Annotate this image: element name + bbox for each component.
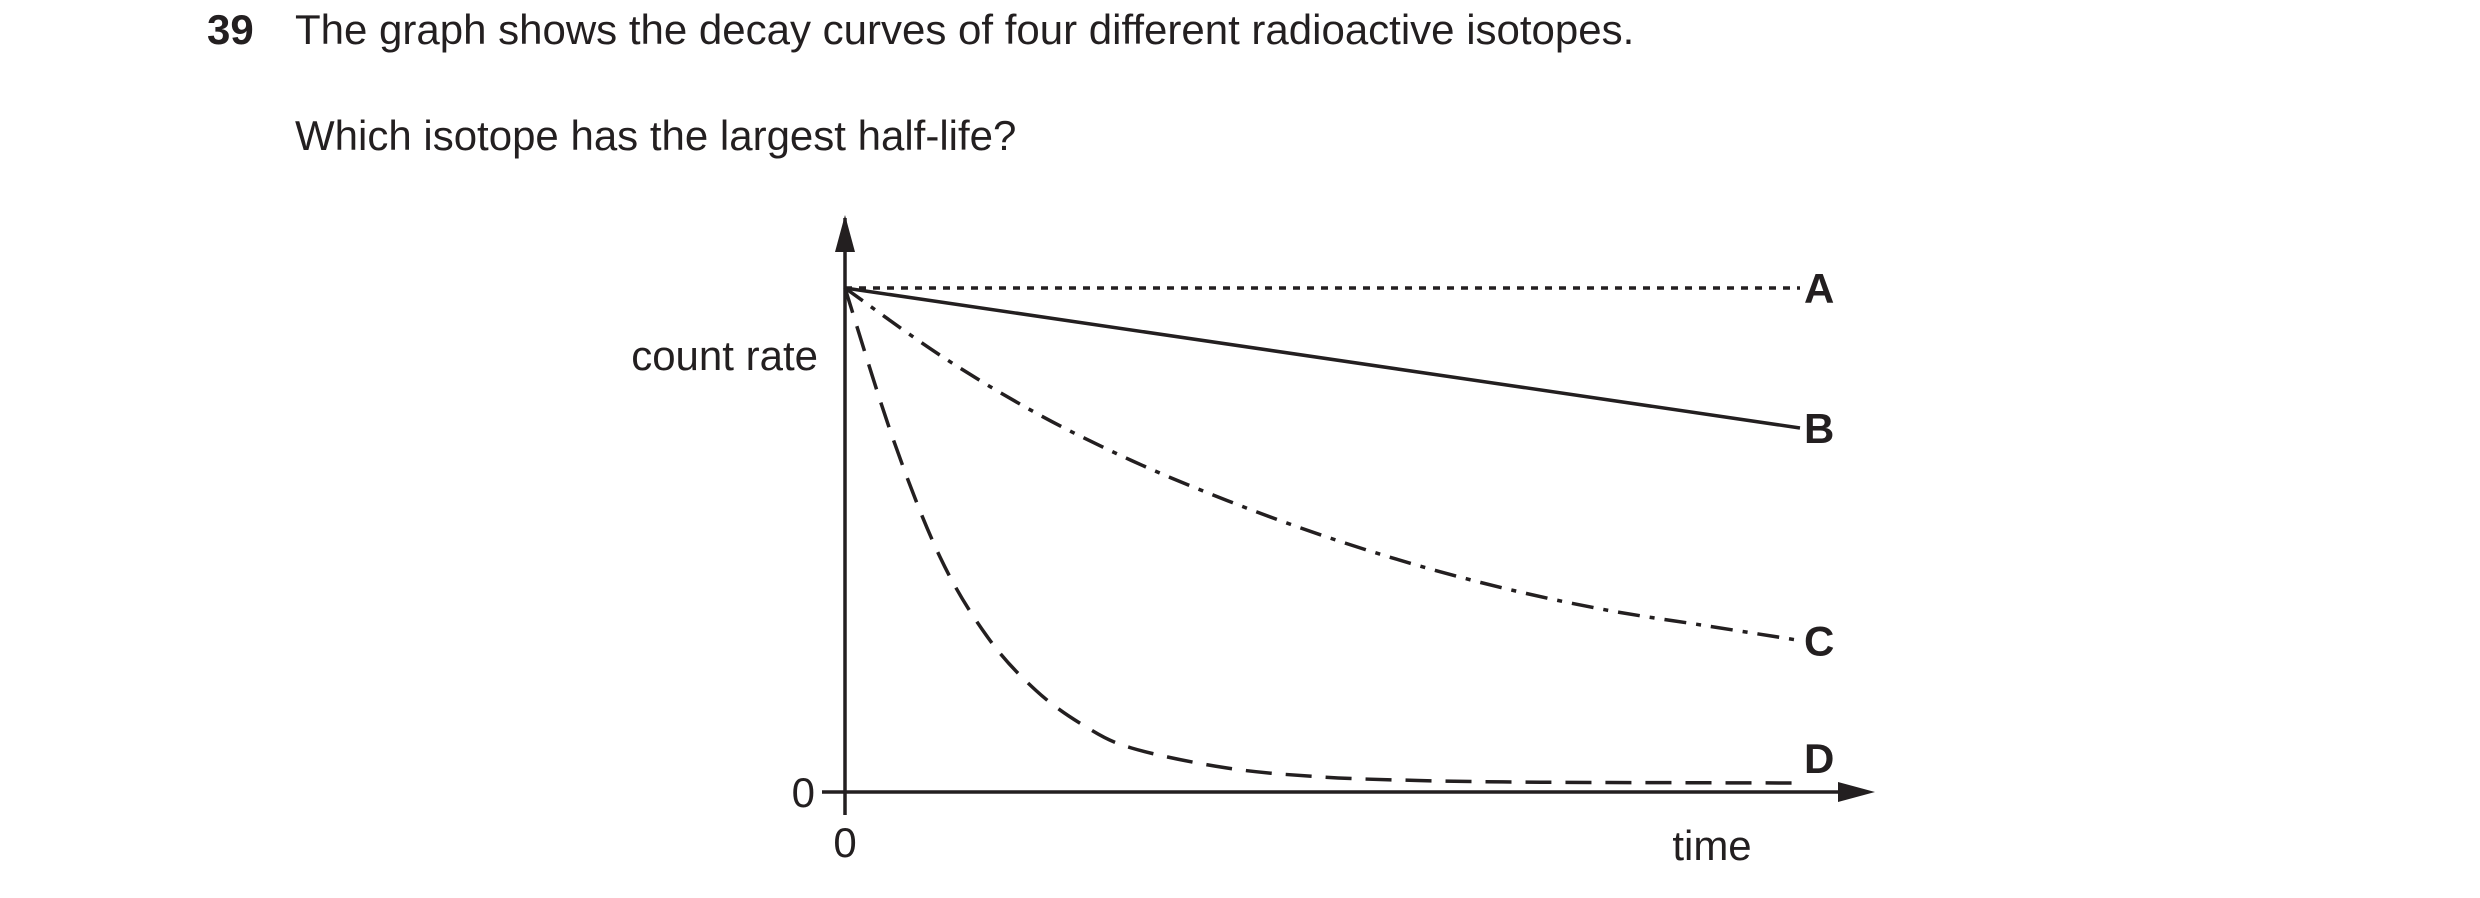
x-axis-label: time — [1672, 822, 1751, 869]
series-layer: A B C D — [843, 265, 1834, 785]
series-d-line — [843, 287, 1801, 785]
series-a-label: A — [1804, 265, 1834, 312]
series-b-label: B — [1804, 405, 1834, 452]
question-text: The graph shows the decay curves of four… — [295, 6, 1635, 53]
y-axis-label: count rate — [631, 332, 818, 379]
x-axis-arrow — [1838, 782, 1875, 802]
series-c-label: C — [1804, 618, 1834, 665]
y-origin-label: 0 — [792, 769, 815, 816]
series-b-line — [844, 286, 1801, 430]
x-origin-label: 0 — [833, 819, 856, 866]
question-number: 39 — [207, 6, 254, 53]
series-d-label: D — [1804, 735, 1834, 782]
series-c-line — [843, 286, 1801, 643]
y-axis-arrow — [835, 215, 855, 252]
question-prompt: Which isotope has the largest half-life? — [295, 112, 1017, 159]
